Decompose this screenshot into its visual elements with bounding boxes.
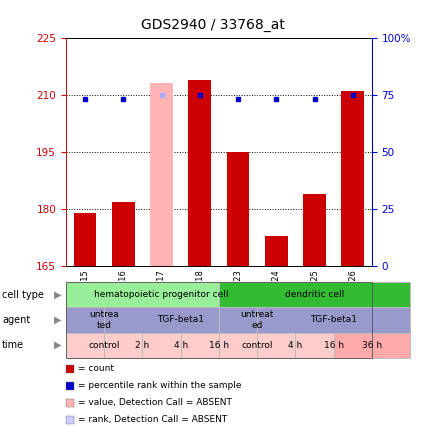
Bar bbox=[112, 202, 135, 266]
Text: = rank, Detection Call = ABSENT: = rank, Detection Call = ABSENT bbox=[78, 415, 227, 424]
Text: ▶: ▶ bbox=[54, 315, 61, 325]
Text: hematopoietic progenitor cell: hematopoietic progenitor cell bbox=[94, 290, 229, 299]
Text: 4 h: 4 h bbox=[288, 341, 303, 350]
Text: GDS2940 / 33768_at: GDS2940 / 33768_at bbox=[141, 18, 284, 32]
Text: 4 h: 4 h bbox=[173, 341, 188, 350]
Bar bbox=[150, 83, 173, 266]
Text: TGF-beta1: TGF-beta1 bbox=[157, 315, 204, 325]
Text: untreat
ed: untreat ed bbox=[241, 310, 274, 329]
Text: control: control bbox=[88, 341, 120, 350]
Bar bbox=[74, 213, 96, 266]
Text: untrea
ted: untrea ted bbox=[89, 310, 119, 329]
Bar bbox=[303, 194, 326, 266]
Text: = percentile rank within the sample: = percentile rank within the sample bbox=[78, 381, 241, 390]
Text: cell type: cell type bbox=[2, 289, 44, 300]
Bar bbox=[341, 91, 364, 266]
Text: = count: = count bbox=[78, 365, 114, 373]
Text: = value, Detection Call = ABSENT: = value, Detection Call = ABSENT bbox=[78, 398, 232, 407]
Text: ▶: ▶ bbox=[54, 340, 61, 350]
Text: 36 h: 36 h bbox=[362, 341, 382, 350]
Text: TGF-beta1: TGF-beta1 bbox=[310, 315, 357, 325]
Text: control: control bbox=[241, 341, 273, 350]
Bar bbox=[265, 236, 288, 266]
Text: 16 h: 16 h bbox=[323, 341, 344, 350]
Text: 16 h: 16 h bbox=[209, 341, 229, 350]
Bar bbox=[188, 79, 211, 266]
Text: dendritic cell: dendritic cell bbox=[285, 290, 344, 299]
Text: agent: agent bbox=[2, 315, 30, 325]
Bar bbox=[227, 152, 249, 266]
Text: time: time bbox=[2, 340, 24, 350]
Text: 2 h: 2 h bbox=[135, 341, 150, 350]
Text: ▶: ▶ bbox=[54, 289, 61, 300]
